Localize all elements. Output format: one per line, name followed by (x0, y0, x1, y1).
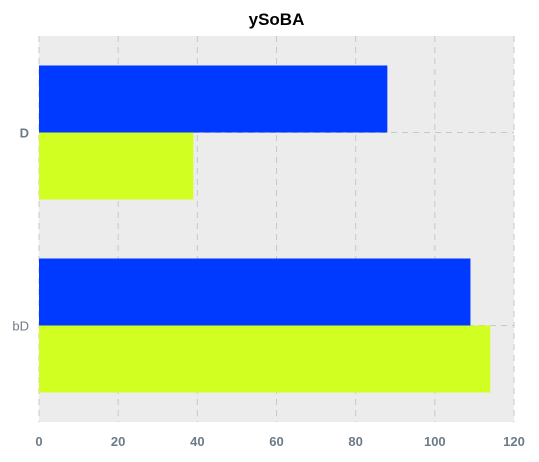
bars (39, 65, 491, 393)
chart-title: ySoBA (249, 10, 305, 29)
x-tick-label: 20 (111, 434, 125, 449)
x-tick-label: 0 (35, 434, 42, 449)
x-tick-label: 100 (424, 434, 446, 449)
x-tick-label: 120 (503, 434, 525, 449)
x-tick-label: 40 (190, 434, 204, 449)
bar (39, 65, 388, 133)
y-category-label: bD (12, 319, 29, 334)
bar (39, 132, 194, 200)
x-axis-ticks: 0 20 40 60 80 100 120 (35, 434, 524, 449)
x-tick-label: 80 (348, 434, 362, 449)
y-axis-labels: DbD (12, 126, 29, 334)
x-tick-label: 60 (269, 434, 283, 449)
bar (39, 325, 491, 393)
y-category-label: D (20, 126, 29, 141)
bar (39, 258, 471, 326)
